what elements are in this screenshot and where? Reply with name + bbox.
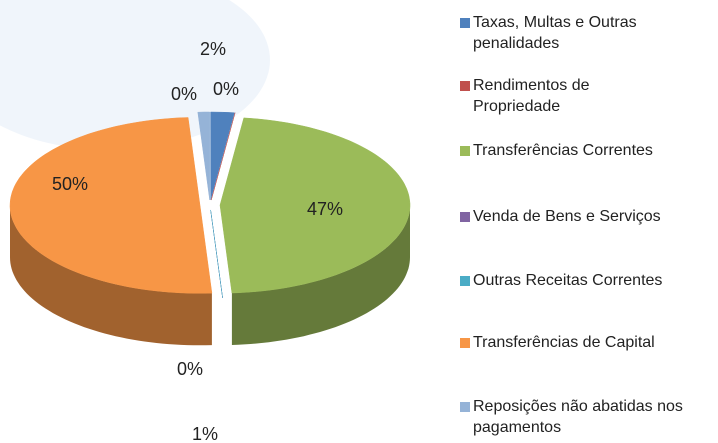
legend-item: Venda de Bens e Serviços (460, 206, 713, 227)
slice-side (231, 205, 410, 345)
slice-side (10, 205, 212, 346)
slice (210, 209, 223, 298)
data-label: 0% (177, 359, 203, 379)
legend-swatch (460, 338, 470, 348)
legend-label: Venda de Bens e Serviços (473, 208, 661, 225)
legend-item: Transferências de Capital (460, 332, 713, 353)
data-label: 47% (307, 199, 343, 219)
legend-swatch (460, 212, 470, 222)
data-label: 2% (200, 39, 226, 59)
legend-swatch (460, 18, 470, 28)
legend-swatch (460, 402, 470, 412)
legend-item: Transferências Correntes (460, 140, 713, 161)
legend-label: Outras Receitas Correntes (473, 272, 663, 289)
legend-item: Rendimentos de Propriedade (460, 75, 653, 117)
slice (9, 117, 213, 294)
legend-label: Reposições não abatidas nos pagamentos (473, 398, 683, 436)
slice (219, 117, 411, 294)
data-label: 1% (192, 424, 218, 443)
legend-item: Outras Receitas Correntes (460, 270, 713, 291)
legend-label: Transferências de Capital (473, 334, 655, 351)
data-label: 50% (52, 174, 88, 194)
legend-item: Reposições não abatidas nos pagamentos (460, 396, 713, 438)
legend-label: Taxas, Multas e Outras penalidades (473, 14, 637, 52)
sides (10, 205, 410, 346)
data-label: 0% (171, 84, 197, 104)
legend-swatch (460, 146, 470, 156)
legend-label: Transferências Correntes (473, 142, 653, 159)
legend-label: Rendimentos de Propriedade (473, 77, 590, 115)
legend-item: Taxas, Multas e Outras penalidades (460, 12, 713, 54)
slice (210, 111, 235, 201)
slice (211, 112, 236, 201)
legend-swatch (460, 276, 470, 286)
data-label: 0% (213, 79, 239, 99)
tops (9, 111, 411, 298)
slice (197, 111, 210, 201)
legend-swatch (460, 81, 470, 91)
